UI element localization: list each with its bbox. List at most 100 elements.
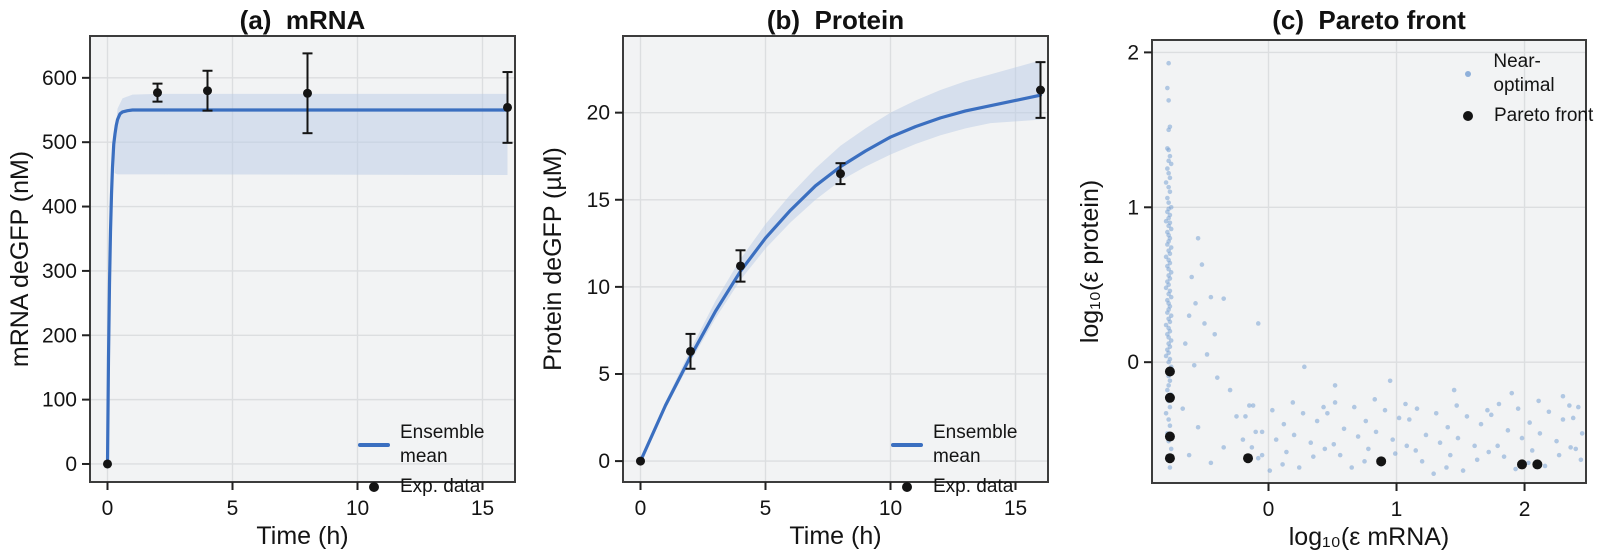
near-optimal-point <box>1167 189 1173 195</box>
near-optimal-point <box>1163 180 1169 185</box>
panel-a: (a) mRNA 0 5 10 15 0 100 200 300 400 500 600 Time (… <box>0 0 533 559</box>
y-tick-label: 500 <box>42 131 77 154</box>
near-optimal-point <box>1472 443 1477 449</box>
near-optimal-point <box>1542 463 1548 469</box>
near-optimal-point <box>1527 420 1532 425</box>
panel-a-legend: Ensemble mean Exp. data <box>358 421 533 499</box>
near-optimal-point <box>1167 378 1173 384</box>
near-optimal-point <box>1195 424 1201 430</box>
near-optimal-point <box>1488 412 1494 418</box>
near-optimal-point <box>1167 319 1173 325</box>
near-optimal-point <box>1163 254 1169 260</box>
pareto-front-label: Pareto front <box>1494 105 1594 126</box>
panel-c-plot: 0 1 2 0 1 2 log₁₀(ε mRNA) log₁₀(ε protein) <box>1076 39 1587 551</box>
near-optimal-point <box>1166 158 1171 164</box>
near-optimal-point <box>1167 175 1173 181</box>
near-optimal-point <box>1168 446 1174 452</box>
x-tick-label: 1 <box>1391 498 1403 521</box>
x-tick-label: 5 <box>760 497 772 520</box>
near-optimal-point <box>1372 397 1378 402</box>
y-tick-label: 0 <box>1127 351 1139 374</box>
near-optimal-point <box>1296 465 1302 470</box>
near-optimal-point <box>1166 98 1171 103</box>
near-optimal-point <box>1165 242 1170 247</box>
near-optimal-point <box>1501 454 1507 459</box>
y-tick-label: 0 <box>65 453 77 476</box>
exp-data-dot-swatch <box>369 482 379 492</box>
near-optimal-point <box>1573 446 1579 452</box>
near-optimal-point <box>1163 353 1169 359</box>
y-axis-label: log₁₀(ε protein) <box>1076 180 1104 343</box>
near-optimal-point <box>1166 282 1171 288</box>
near-optimal-point <box>1165 85 1170 91</box>
plot-frame <box>1151 39 1587 484</box>
near-optimal-point <box>1270 407 1275 413</box>
near-optimal-point <box>1255 455 1261 461</box>
y-tick-label: 400 <box>42 196 77 219</box>
panel-a-title: (a) mRNA <box>239 5 366 35</box>
near-optimal-point <box>1568 445 1573 450</box>
pareto-front-point <box>1532 459 1543 470</box>
near-optimal-point <box>1460 468 1466 473</box>
near-optimal-point <box>1165 166 1170 171</box>
near-optimal-point <box>1290 400 1296 405</box>
exp-data-point <box>686 346 695 356</box>
near-optimal-point <box>1250 403 1256 408</box>
near-optimal-point <box>1273 437 1279 442</box>
panel-c-legend: Near-optimal Pareto front <box>1452 50 1600 128</box>
y-tick-label: 5 <box>598 363 610 386</box>
near-optimal-point <box>1314 418 1320 424</box>
near-optimal-point <box>1554 438 1559 444</box>
near-optimal-point <box>1167 276 1173 281</box>
x-tick-label: 0 <box>1263 498 1275 521</box>
near-optimal-point <box>1189 274 1194 280</box>
near-optimal-point <box>1186 313 1192 319</box>
x-tick-label: 2 <box>1519 498 1531 521</box>
near-optimal-point <box>1560 393 1566 399</box>
exp-data-point <box>836 169 845 179</box>
y-tick-label: 2 <box>1127 41 1139 64</box>
near-optimal-point <box>1240 437 1246 442</box>
near-optimal-point <box>1404 443 1410 449</box>
near-optimal-point <box>1234 414 1239 419</box>
near-optimal-point <box>1186 452 1192 458</box>
ensemble-mean-label: Ensemble mean <box>400 422 485 467</box>
near-optimal-point <box>1431 471 1436 477</box>
near-optimal-point <box>1168 245 1174 250</box>
exp-data-point <box>503 102 512 112</box>
legend-item-ensemble-mean: Ensemble mean <box>891 421 1066 469</box>
near-optimal-point <box>1390 437 1395 442</box>
plot-frame <box>89 35 516 483</box>
near-optimal-point <box>1249 445 1255 450</box>
plot-frame <box>622 35 1049 483</box>
near-optimal-point <box>1529 448 1535 453</box>
near-optimal-point <box>1166 291 1171 297</box>
near-optimal-point <box>1464 414 1470 419</box>
near-optimal-point <box>1433 410 1439 416</box>
panel-a-plot: 0 5 10 15 0 100 200 300 400 500 600 Time (h) mRNA de… <box>6 35 516 550</box>
near-optimal-point <box>1267 468 1273 473</box>
near-optimal-point <box>1567 403 1572 408</box>
exp-data-point <box>303 88 312 98</box>
near-optimal-point <box>1302 364 1307 370</box>
near-optimal-point <box>1382 407 1388 413</box>
near-optimal-point <box>1167 153 1173 159</box>
near-optimal-point <box>1560 417 1566 422</box>
exp-data-point <box>1036 85 1045 95</box>
near-optimal-point <box>1536 398 1541 404</box>
y-tick-label: 600 <box>42 67 77 90</box>
pareto-front-point <box>1164 431 1175 442</box>
near-optimal-point <box>1437 440 1443 446</box>
near-optimal-point <box>1486 449 1492 455</box>
near-optimal-point <box>1366 446 1371 452</box>
near-optimal-point <box>1166 350 1171 356</box>
y-tick-label: 300 <box>42 260 77 283</box>
panel-b-plot: 0 5 10 15 0 5 10 15 20 Time (h) Protein deGFP (µM) <box>539 35 1049 550</box>
ensemble-mean-line-swatch <box>891 443 923 447</box>
near-optimal-point <box>1454 403 1459 408</box>
near-optimal-point <box>1166 359 1171 365</box>
near-optimal-point <box>1214 375 1220 380</box>
near-optimal-point <box>1193 301 1198 306</box>
near-optimal-point <box>1284 449 1289 455</box>
near-optimal-point <box>1168 294 1174 300</box>
